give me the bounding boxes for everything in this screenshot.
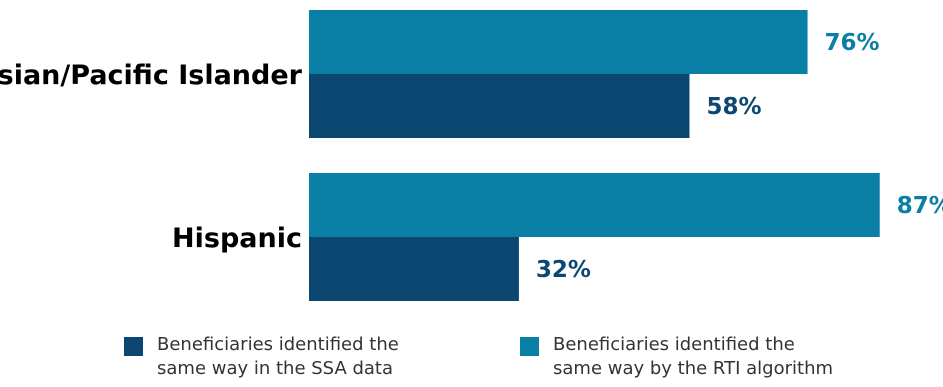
bar-hispanic-ssa [309,237,519,301]
data-label-hispanic-rti: 87% [897,193,943,219]
bar-asian-pacific-islander-ssa [309,74,690,138]
category-label-asian-pacific-islander: Asian/Pacific Islander [0,60,303,91]
legend-label-rti: Beneficiaries identified the same way by… [553,334,834,379]
bar-chart: Asian/Pacific Islander 76% 58% Hispanic 87% 3… [0,10,943,301]
bar-asian-pacific-islander-rti [309,10,808,74]
legend-label-ssa: Beneficiaries identified the same way in… [157,334,399,379]
legend-item-rti: Beneficiaries identified the same way by… [520,333,833,381]
data-label-asian-pacific-islander-rti: 76% [825,30,880,56]
legend-item-ssa: Beneficiaries identified the same way in… [124,333,399,381]
data-label-hispanic-ssa: 32% [536,257,591,283]
legend-swatch-ssa [124,337,143,356]
bar-hispanic-rti [309,173,880,237]
category-label-hispanic: Hispanic [172,223,302,254]
legend-swatch-rti [520,337,539,356]
data-label-asian-pacific-islander-ssa: 58% [706,94,761,120]
